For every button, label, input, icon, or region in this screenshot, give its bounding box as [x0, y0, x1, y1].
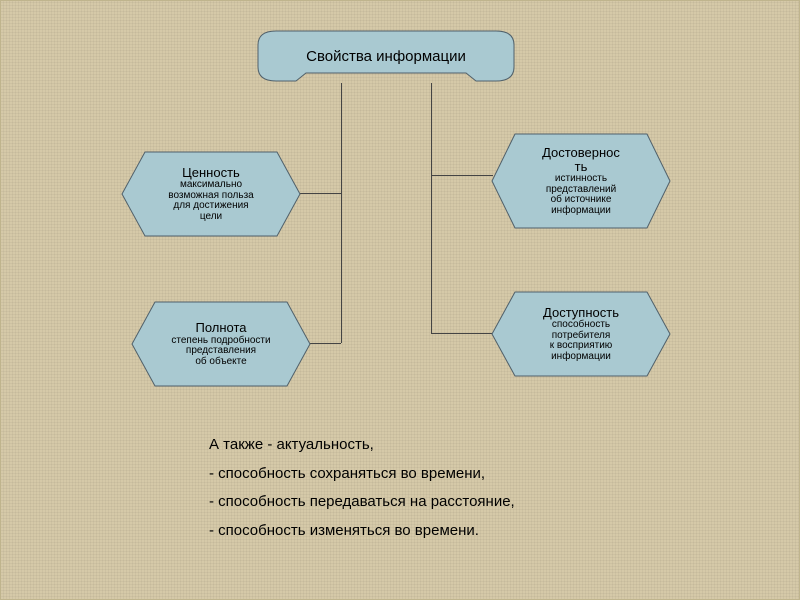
node-completeness-title: Полнота [195, 321, 246, 335]
node-value: Ценность максимально возможная польза дл… [121, 151, 301, 237]
connector-to-completeness [309, 343, 341, 344]
node-reliability-desc: истинность представлений об источнике ин… [546, 174, 616, 216]
node-accessibility-title: Доступность [543, 306, 619, 320]
bullet-line: - способность изменяться во времени. [209, 517, 515, 546]
bullet-line: А также - актуальность, [209, 431, 515, 460]
node-completeness: Полнота степень подробности представлени… [131, 301, 311, 387]
connector-to-value [299, 193, 341, 194]
bullet-line: - способность сохраняться во времени, [209, 460, 515, 489]
connector-right-vertical [431, 83, 432, 333]
node-accessibility: Доступность способность потребителя к во… [491, 291, 671, 377]
node-reliability: Достовернос ть истинность представлений … [491, 133, 671, 229]
node-value-title: Ценность [182, 166, 240, 180]
banner-title-label: Свойства информации [306, 48, 466, 65]
node-completeness-desc: степень подробности представления об объ… [171, 336, 270, 368]
bullet-line: - способность передаваться на расстояние… [209, 488, 515, 517]
connector-to-reliability [431, 175, 493, 176]
connector-to-accessibility [431, 333, 493, 334]
connector-left-vertical [341, 83, 342, 343]
node-value-desc: максимально возможная польза для достиже… [168, 180, 253, 222]
bullet-list: А также - актуальность, - способность со… [209, 431, 515, 545]
banner-title: Свойства информации [256, 29, 516, 83]
node-accessibility-desc: способность потребителя к восприятию инф… [550, 320, 613, 362]
node-reliability-title: Достовернос ть [542, 146, 620, 173]
